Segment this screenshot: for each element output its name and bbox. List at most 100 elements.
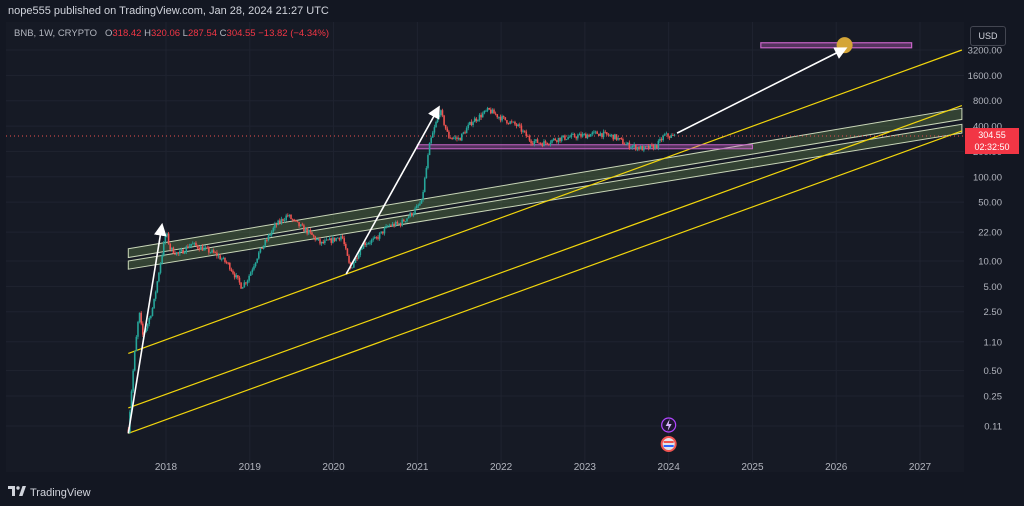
candle-up xyxy=(412,213,415,216)
last-price-tag: 304.55 02:32:50 xyxy=(965,128,1019,154)
candle-down xyxy=(375,237,378,238)
candle-up xyxy=(383,228,386,234)
candle-up xyxy=(132,370,134,392)
candle-down xyxy=(142,323,144,335)
candle-down xyxy=(635,144,637,150)
projection-arrow-1 xyxy=(127,222,167,434)
candle-up xyxy=(158,272,160,282)
candle-up xyxy=(249,272,252,276)
candle-up xyxy=(549,142,552,145)
candle-up xyxy=(328,238,331,241)
candle-down xyxy=(651,144,653,146)
channel-line-upper xyxy=(128,49,963,354)
candle-up xyxy=(150,315,152,319)
candle-down xyxy=(459,138,461,141)
candle-up xyxy=(351,267,354,269)
candle-up xyxy=(427,155,429,168)
candle-down xyxy=(564,135,566,140)
candle-up xyxy=(498,116,500,118)
x-tick-label: 2018 xyxy=(155,462,178,473)
candle-down xyxy=(182,249,184,254)
candle-down xyxy=(295,219,297,222)
candle-down xyxy=(638,147,640,150)
candle-up xyxy=(357,255,360,259)
candle-down xyxy=(502,116,505,118)
candle-up xyxy=(267,235,270,241)
candle-down xyxy=(201,246,204,251)
candle-up xyxy=(654,145,656,150)
candle-down xyxy=(238,277,241,283)
symbol-label[interactable]: BNB, 1W, CRYPTO xyxy=(14,28,98,39)
candle-down xyxy=(604,131,606,133)
candle-down xyxy=(559,137,561,141)
candle-down xyxy=(177,252,180,254)
candle-up xyxy=(288,214,291,216)
candle-down xyxy=(356,257,358,259)
candle-down xyxy=(488,107,490,110)
candle-up xyxy=(361,248,363,250)
currency-button[interactable]: USD xyxy=(970,26,1006,46)
candle-down xyxy=(230,269,233,272)
ohlc-legend: BNB, 1W, CRYPTO O318.42 H320.06 L287.54 … xyxy=(14,28,329,39)
candle-up xyxy=(220,258,223,260)
candle-down xyxy=(510,121,513,123)
candle-down xyxy=(390,225,392,227)
candle-up xyxy=(407,216,410,219)
candle-down xyxy=(493,109,495,114)
candle-down xyxy=(622,139,624,145)
candle-down xyxy=(597,133,600,136)
candle-up xyxy=(552,138,555,140)
tradingview-logo[interactable]: TradingView xyxy=(8,486,91,499)
candle-down xyxy=(494,113,497,115)
candle-up xyxy=(251,269,254,273)
candle-up xyxy=(362,242,365,249)
candle-down xyxy=(172,247,175,254)
candle-down xyxy=(343,238,345,245)
publish-info: nope555 published on TradingView.com, Ja… xyxy=(8,5,329,17)
candle-down xyxy=(140,312,142,324)
candle-down xyxy=(309,229,312,233)
candle-up xyxy=(200,246,202,250)
candle-down xyxy=(303,225,305,232)
candle-up xyxy=(274,223,276,228)
candle-down xyxy=(451,138,453,139)
candle-up xyxy=(522,130,524,132)
candle-up xyxy=(440,110,442,116)
candle-down xyxy=(382,231,384,234)
candle-up xyxy=(578,133,581,136)
candle-up xyxy=(277,220,279,226)
candle-down xyxy=(364,242,366,246)
candle-down xyxy=(225,261,228,263)
candle-down xyxy=(327,239,329,241)
candle-up xyxy=(151,308,154,316)
candle-up xyxy=(191,243,194,245)
us-flag-icon xyxy=(660,436,677,452)
candle-up xyxy=(304,228,307,232)
candle-up xyxy=(535,139,537,142)
candle-down xyxy=(169,243,171,250)
candle-up xyxy=(583,133,586,135)
candle-up xyxy=(148,318,151,324)
candle-up xyxy=(385,226,387,229)
y-tick-label: 400.00 xyxy=(973,122,1002,133)
candle-down xyxy=(490,109,492,114)
candle-up xyxy=(477,119,479,121)
candle-up xyxy=(209,252,212,254)
candle-down xyxy=(523,130,526,132)
candle-down xyxy=(338,237,341,240)
candle-up xyxy=(454,137,457,139)
candle-up xyxy=(625,143,627,145)
candle-up xyxy=(438,115,441,117)
candle-up xyxy=(664,134,666,136)
candle-down xyxy=(396,221,399,224)
candle-up xyxy=(467,124,470,129)
candle-up xyxy=(324,240,326,244)
candle-up xyxy=(246,280,249,284)
candle-up xyxy=(130,391,133,412)
y-tick-label: 10.00 xyxy=(978,257,1002,268)
candle-up xyxy=(258,252,260,259)
y-tick-label: 2.50 xyxy=(984,307,1003,318)
candle-up xyxy=(435,121,437,128)
candle-down xyxy=(411,212,413,216)
